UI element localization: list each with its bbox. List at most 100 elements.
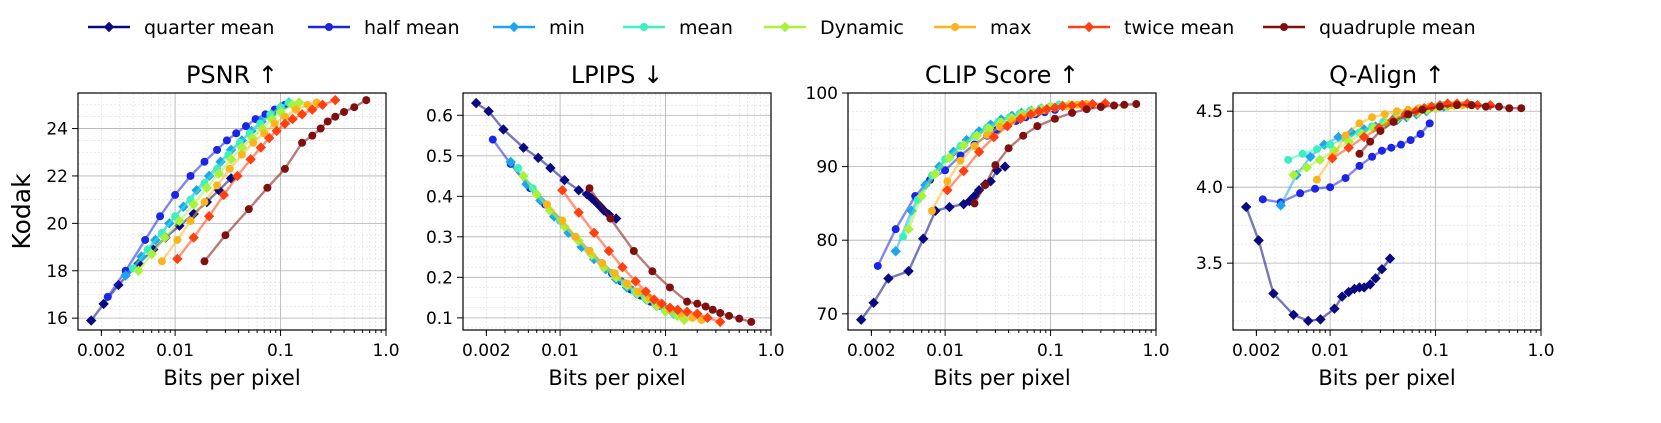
data-point <box>988 131 1000 143</box>
x-tick-label: 1.0 <box>1527 341 1554 361</box>
data-point <box>1288 169 1299 181</box>
legend-item-max: max <box>934 17 1031 39</box>
grid <box>1233 93 1542 330</box>
data-point <box>943 177 952 186</box>
data-point <box>174 215 185 227</box>
data-point <box>236 142 248 153</box>
data-point <box>693 299 702 308</box>
x-axis-label: Bits per pixel <box>1318 366 1455 390</box>
data-point <box>1268 288 1279 299</box>
data-point <box>200 157 209 166</box>
legend-label: quarter mean <box>144 17 274 39</box>
y-axis: 70 80 90 100 <box>806 84 848 325</box>
data-point <box>586 193 598 204</box>
data-point <box>558 216 567 225</box>
data-point <box>159 232 171 243</box>
legend-marker <box>508 21 520 33</box>
x-tick-label: 0.1 <box>267 341 294 361</box>
series-twice-mean <box>172 94 341 265</box>
chart-title: PSNR ↑ <box>186 61 278 89</box>
data-point <box>141 235 150 244</box>
data-point <box>1305 151 1316 163</box>
x-tick-label: 0.002 <box>77 341 126 361</box>
data-point <box>1481 102 1490 111</box>
legend-label: quadruple mean <box>1319 17 1476 39</box>
x-tick-label: 0.002 <box>462 341 511 361</box>
data-point <box>899 232 908 241</box>
data-point <box>970 199 979 208</box>
y-tick-label: 0.3 <box>426 228 453 248</box>
x-axis: 0.002 0.01 0.1 1.0 <box>847 330 1170 361</box>
x-tick-label: 0.01 <box>1311 341 1349 361</box>
y-tick-label: 24 <box>46 120 68 140</box>
data-point <box>1425 119 1434 128</box>
data-point <box>557 185 568 196</box>
data-point <box>1343 142 1354 153</box>
data-point <box>1329 303 1340 314</box>
data-point <box>340 107 349 116</box>
data-point <box>1355 161 1364 170</box>
data-point <box>606 214 615 223</box>
series-group <box>470 97 756 328</box>
legend-label: mean <box>679 17 733 39</box>
data-point <box>1132 100 1141 109</box>
y-tick-label: 16 <box>46 309 68 329</box>
panel-psnr: 0.002 0.01 0.1 1.0 16 18 20 22 24 PSNR ↑ Bits per … <box>7 61 400 390</box>
data-point <box>1110 101 1119 110</box>
data-point <box>1355 119 1364 128</box>
data-point <box>918 233 929 244</box>
data-point <box>1426 101 1437 112</box>
legend-item-half-mean: half mean <box>308 17 460 39</box>
data-point <box>735 314 744 323</box>
data-point <box>1312 175 1321 184</box>
x-tick-label: 0.1 <box>1422 341 1449 361</box>
legend-marker <box>640 23 648 31</box>
data-point <box>1346 127 1357 138</box>
data-point <box>973 146 985 158</box>
data-point <box>995 122 1004 131</box>
data-point <box>640 286 652 297</box>
data-point <box>221 231 230 240</box>
data-point <box>1366 137 1375 146</box>
data-point <box>681 306 693 317</box>
data-point <box>927 206 936 215</box>
data-point <box>660 306 671 317</box>
data-point <box>316 124 325 133</box>
chart-panels: 0.002 0.01 0.1 1.0 16 18 20 22 24 PSNR ↑ Bits per … <box>7 61 1555 390</box>
data-point <box>702 312 713 324</box>
data-point <box>1467 101 1476 110</box>
data-point <box>1049 102 1061 113</box>
legend-item-min: min <box>493 17 585 39</box>
y-axis: 16 18 20 22 24 <box>46 120 78 329</box>
panel-q-align: 0.002 0.01 0.1 1.0 3.5 4.0 4.5 Q-Align ↑ Bits pe… <box>1196 61 1555 390</box>
y-tick-label: 0.5 <box>426 147 453 167</box>
data-point <box>665 283 674 292</box>
data-point <box>245 154 256 165</box>
data-point <box>186 216 195 225</box>
data-point <box>1364 279 1376 290</box>
y-tick-label: 80 <box>816 231 838 251</box>
data-point <box>1517 104 1526 113</box>
data-point <box>225 164 234 173</box>
axes-frame <box>462 92 772 331</box>
legend-label: max <box>990 17 1031 39</box>
data-point <box>331 112 340 121</box>
series-max <box>157 98 321 266</box>
data-point <box>891 225 900 234</box>
data-point <box>1004 144 1013 153</box>
data-point <box>630 276 641 287</box>
data-point <box>715 316 726 328</box>
data-point <box>573 207 584 218</box>
data-point <box>1387 143 1396 152</box>
data-point <box>200 257 209 266</box>
data-point <box>308 131 317 140</box>
data-point <box>249 138 258 147</box>
y-axis: 0.1 0.2 0.3 0.4 0.5 0.6 <box>426 106 463 329</box>
data-point <box>1019 131 1028 140</box>
data-point <box>1298 149 1307 158</box>
data-point <box>1033 106 1045 117</box>
data-point <box>1025 109 1037 120</box>
data-point <box>956 156 965 165</box>
data-point <box>1120 100 1129 109</box>
data-point <box>171 190 180 199</box>
